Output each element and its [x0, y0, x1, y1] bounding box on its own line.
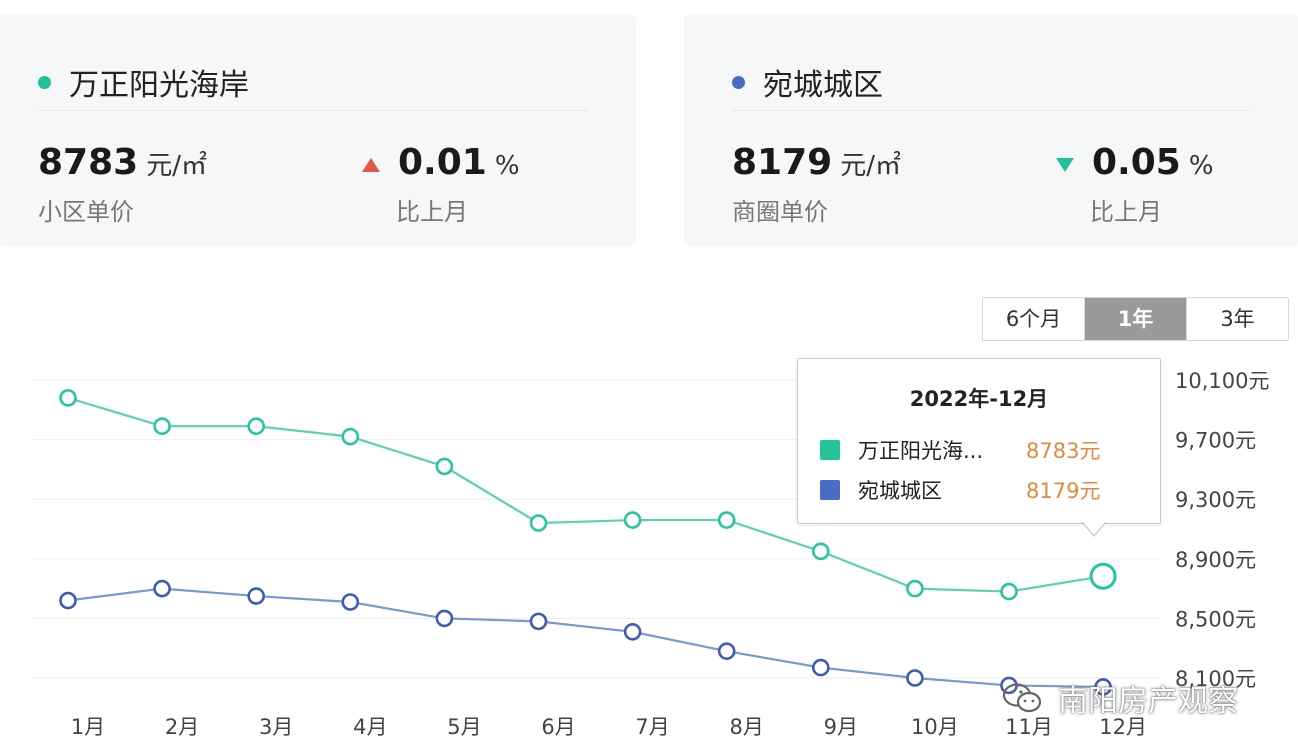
- data-point: [623, 511, 642, 529]
- district-change-stat: 0.05 % 比上月: [1056, 142, 1214, 227]
- tooltip-series-value: 8179元: [1026, 479, 1101, 503]
- community-legend-dot: [38, 75, 51, 89]
- data-point: [1000, 582, 1018, 601]
- data-point: [59, 389, 77, 407]
- tooltip-row: 万正阳光海... 8783元: [820, 435, 1100, 465]
- y-tick-label: 8,100元: [1175, 667, 1256, 691]
- y-tick-label: 9,300元: [1175, 488, 1256, 512]
- data-point: [59, 591, 77, 610]
- series-line: [67, 396, 1104, 593]
- community-change-stat: 0.01 % 比上月: [362, 142, 520, 227]
- community-change-value: 0.01: [398, 142, 487, 183]
- series-line: [67, 587, 1104, 689]
- x-tick-label: 10月: [911, 715, 959, 739]
- x-tick-label: 2月: [165, 715, 199, 739]
- y-tick-label: 10,100元: [1175, 369, 1269, 393]
- community-price-stat: 8783 元/㎡ 小区单价: [38, 142, 207, 227]
- period-selector: 6个月 1年 3年: [982, 297, 1289, 341]
- tooltip-title: 2022年-12月: [909, 387, 1049, 411]
- community-name: 万正阳光海岸: [69, 68, 249, 103]
- data-point: [435, 457, 454, 476]
- data-point: [153, 579, 171, 598]
- community-price-unit: 元/㎡: [146, 151, 207, 181]
- trend-up-icon: [362, 158, 380, 172]
- data-point: [906, 669, 924, 687]
- x-tick-label: 4月: [353, 715, 387, 739]
- district-legend-dot: [732, 75, 745, 89]
- data-point: [717, 642, 736, 660]
- data-point: [811, 658, 830, 677]
- data-point: [529, 514, 548, 532]
- data-point: [623, 623, 642, 641]
- y-tick-label: 8,500元: [1175, 607, 1256, 631]
- community-change-unit: %: [494, 151, 520, 181]
- x-tick-label: 9月: [824, 715, 858, 739]
- period-1-year-button[interactable]: 1年: [1084, 298, 1186, 340]
- divider: [732, 110, 1250, 111]
- y-tick-label: 8,900元: [1175, 548, 1256, 572]
- y-tick-label: 9,700元: [1175, 429, 1256, 453]
- district-price-value: 8179: [732, 142, 833, 183]
- x-tick-label: 8月: [730, 715, 764, 739]
- community-price-card: 万正阳光海岸 8783 元/㎡ 小区单价 0.01 % 比上月: [0, 14, 636, 246]
- district-change-value: 0.05: [1092, 142, 1181, 183]
- x-tick-label: 5月: [447, 715, 481, 739]
- x-tick-label: 3月: [259, 715, 293, 739]
- data-point: [1089, 562, 1117, 590]
- chart-tooltip: 2022年-12月 万正阳光海... 8783元 宛城城区 8179元: [797, 358, 1161, 537]
- tooltip-row: 宛城城区 8179元: [820, 475, 1100, 505]
- data-point: [1094, 678, 1112, 696]
- community-change-label: 比上月: [396, 198, 468, 226]
- data-point: [435, 609, 454, 628]
- tooltip-series-value: 8783元: [1026, 439, 1101, 463]
- watermark-text: 南阳房产观察: [1058, 684, 1238, 719]
- tooltip-swatch: [820, 480, 840, 500]
- watermark: 南阳房产观察: [1002, 676, 1238, 720]
- district-price-card: 宛城城区 8179 元/㎡ 商圈单价 0.05 % 比上月: [684, 14, 1298, 246]
- district-price-unit: 元/㎡: [840, 151, 901, 181]
- district-change-label: 比上月: [1090, 198, 1162, 226]
- x-tick-label: 1月: [71, 715, 105, 739]
- community-price-label: 小区单价: [38, 198, 134, 226]
- data-point: [906, 579, 924, 598]
- x-tick-label: 6月: [541, 715, 575, 739]
- district-name: 宛城城区: [763, 68, 883, 103]
- tooltip-pointer: [1082, 521, 1106, 535]
- data-point: [341, 427, 360, 446]
- wechat-icon: [1002, 683, 1042, 713]
- community-price-value: 8783: [38, 142, 139, 183]
- data-point: [247, 587, 266, 605]
- district-header: 宛城城区: [732, 60, 883, 104]
- data-point: [717, 511, 736, 529]
- x-tick-label: 11月: [1005, 715, 1053, 739]
- trend-down-icon: [1056, 158, 1074, 172]
- x-tick-label: 7月: [635, 715, 669, 739]
- data-point: [341, 593, 360, 611]
- data-point: [529, 612, 548, 631]
- period-3-years-button[interactable]: 3年: [1186, 298, 1288, 340]
- data-point: [153, 417, 171, 435]
- data-point: [811, 542, 830, 561]
- x-tick-label: 12月: [1099, 715, 1147, 739]
- data-point: [247, 417, 266, 435]
- district-price-stat: 8179 元/㎡ 商圈单价: [732, 142, 901, 227]
- community-header: 万正阳光海岸: [38, 60, 249, 104]
- period-6-months-button[interactable]: 6个月: [983, 298, 1084, 340]
- divider: [38, 110, 588, 111]
- district-price-label: 商圈单价: [732, 198, 828, 226]
- tooltip-series-label: 宛城城区: [858, 479, 942, 503]
- district-change-unit: %: [1188, 151, 1214, 181]
- tooltip-series-label: 万正阳光海...: [858, 439, 984, 463]
- tooltip-swatch: [820, 440, 840, 460]
